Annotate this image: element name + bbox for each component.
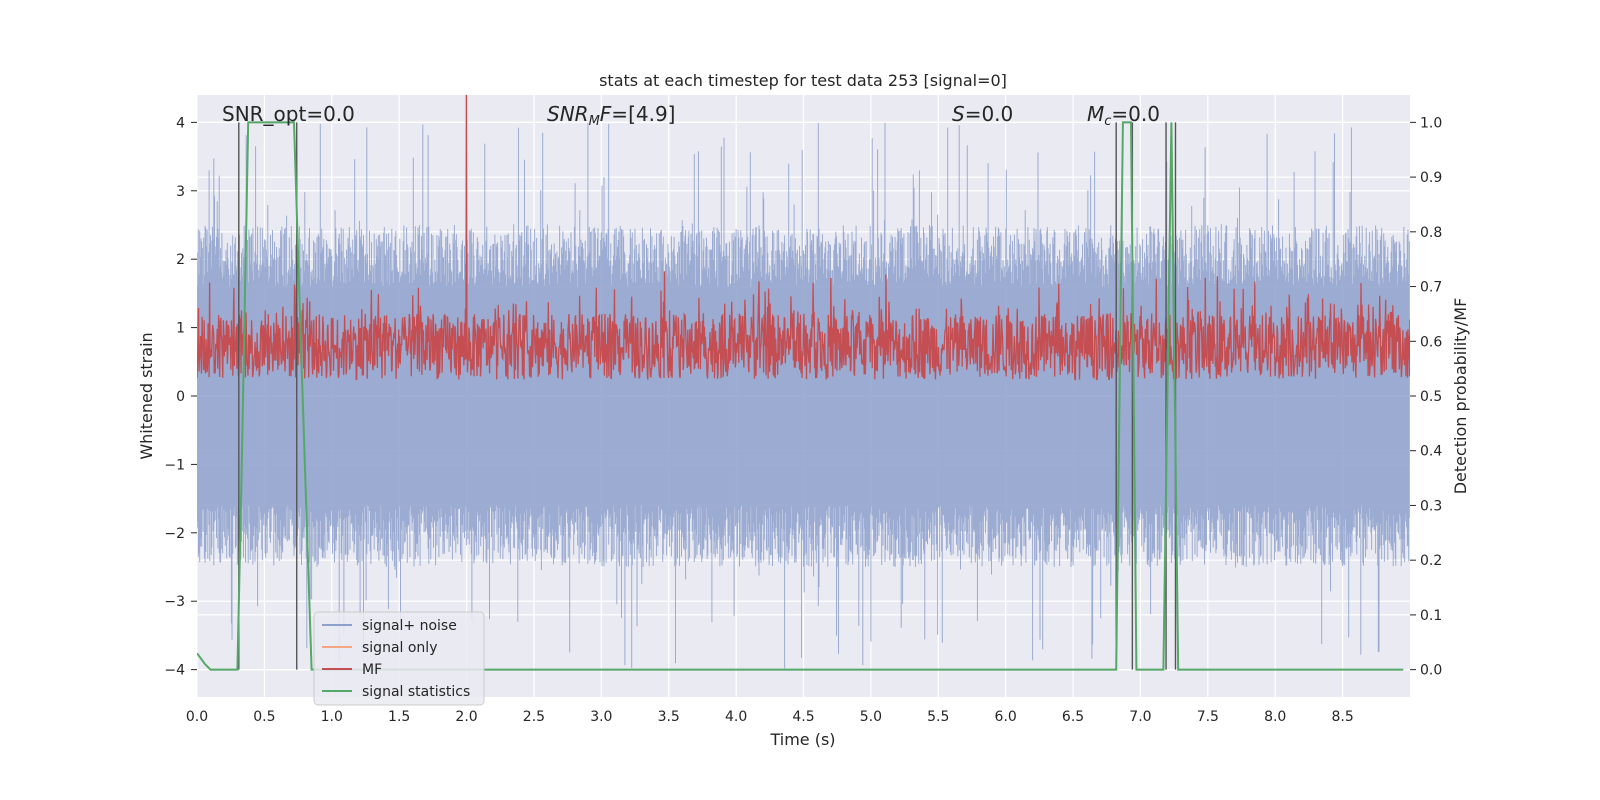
- y-left-tick-label: 2: [176, 252, 185, 268]
- y-right-tick-label: 0.3: [1420, 498, 1442, 514]
- legend-label-signal-only: signal only: [362, 640, 437, 656]
- legend: signal+ noise signal only MF signal stat…: [313, 611, 485, 706]
- mc-value: =0.0: [1111, 102, 1160, 126]
- y-right-tick-label: 0.4: [1420, 444, 1442, 460]
- y-right-tick-label: 0.6: [1420, 334, 1442, 350]
- y-right-tick-label: 0.9: [1420, 170, 1442, 186]
- statistics-series: [197, 121, 1404, 671]
- y-left-axis-ticks: 4 3 2 1 0 −1 −2 −3 −4: [164, 115, 197, 679]
- x-tick-label: 0.5: [253, 709, 275, 725]
- chart-title: stats at each timestep for test data 253…: [599, 71, 1007, 90]
- x-axis-label: Time (s): [769, 730, 835, 749]
- signal-noise-series: [197, 122, 1410, 669]
- y-left-tick-label: −1: [164, 457, 185, 473]
- x-tick-label: 4.0: [725, 709, 747, 725]
- x-tick-label: 4.5: [792, 709, 814, 725]
- x-tick-label: 6.5: [1062, 709, 1084, 725]
- x-tick-label: 8.0: [1264, 709, 1286, 725]
- legend-label-statistics: signal statistics: [362, 684, 470, 700]
- mf-series: [197, 95, 1410, 381]
- x-tick-label: 3.5: [658, 709, 680, 725]
- x-tick-label: 1.0: [321, 709, 343, 725]
- x-tick-label: 0.0: [186, 709, 208, 725]
- snr-mf-annotation: SNRMF=[4.9]: [547, 102, 675, 129]
- y-right-tick-label: 0.5: [1420, 389, 1442, 405]
- x-tick-label: 2.0: [455, 709, 477, 725]
- x-axis-ticks: 0.0 0.5 1.0 1.5 2.0 2.5 3.0 3.5 4.0 4.5 5.0 5.5 6.0 6…: [186, 709, 1354, 725]
- y-right-tick-label: 0.0: [1420, 663, 1442, 679]
- y-right-tick-label: 0.1: [1420, 608, 1442, 624]
- s-value: =0.0: [965, 102, 1014, 126]
- statistics-trace: [197, 121, 1404, 671]
- signal-noise-trace: [197, 122, 1410, 669]
- x-tick-label: 1.5: [388, 709, 410, 725]
- x-tick-label: 6.0: [995, 709, 1017, 725]
- legend-label-mf: MF: [362, 662, 382, 678]
- y-left-tick-label: 4: [176, 115, 185, 131]
- x-tick-label: 7.0: [1129, 709, 1151, 725]
- legend-box: [313, 611, 485, 706]
- y-left-axis-label: Whitened strain: [137, 332, 156, 459]
- x-tick-label: 5.0: [860, 709, 882, 725]
- snr-opt-annotation: SNR_opt=0.0: [222, 102, 355, 126]
- y-left-tick-label: 3: [176, 184, 185, 200]
- s-annotation: S=0.0: [952, 102, 1013, 126]
- y-right-axis-label: Detection probability/MF: [1451, 298, 1470, 495]
- y-right-tick-label: 0.8: [1420, 225, 1442, 241]
- y-right-axis-ticks: 1.0 0.9 0.8 0.7 0.6 0.5 0.4 0.3 0.2 0.1 0.0: [1410, 115, 1442, 679]
- y-left-tick-label: −4: [164, 663, 185, 679]
- mf-trace: [197, 95, 1410, 381]
- x-tick-label: 8.5: [1331, 709, 1353, 725]
- y-left-tick-label: −2: [164, 526, 185, 542]
- legend-label-signal-noise: signal+ noise: [362, 618, 457, 634]
- y-right-tick-label: 0.2: [1420, 553, 1442, 569]
- y-left-tick-label: 1: [176, 321, 185, 337]
- mc-annotation: Mc=0.0: [1087, 102, 1160, 129]
- y-right-tick-label: 0.7: [1420, 280, 1442, 296]
- y-left-tick-label: −3: [164, 594, 185, 610]
- y-left-tick-label: 0: [176, 389, 185, 405]
- x-tick-label: 5.5: [927, 709, 949, 725]
- x-tick-label: 2.5: [523, 709, 545, 725]
- x-tick-label: 3.0: [590, 709, 612, 725]
- snr-mf-value: [4.9]: [628, 102, 675, 126]
- y-right-tick-label: 1.0: [1420, 115, 1442, 131]
- x-tick-label: 7.5: [1197, 709, 1219, 725]
